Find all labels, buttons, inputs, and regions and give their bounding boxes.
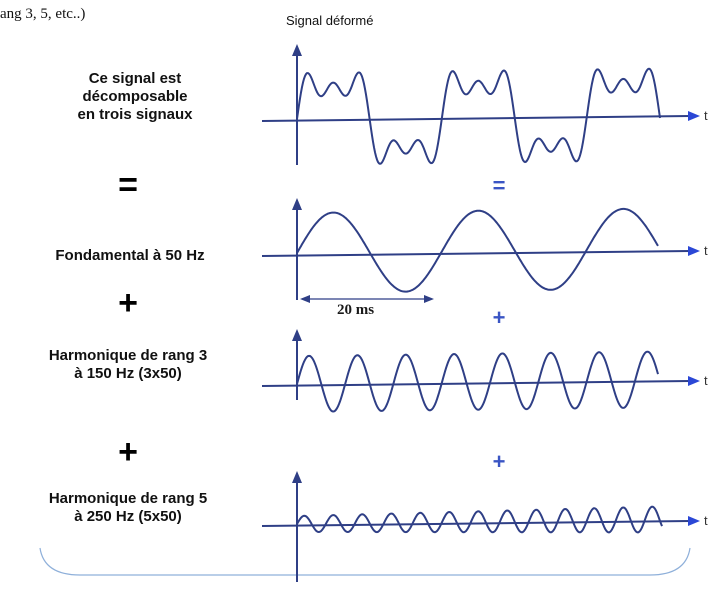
x-axis: [261, 115, 691, 122]
period-label: 20 ms: [337, 302, 375, 318]
x-axis-arrow: [688, 246, 700, 256]
harmonic-3-plot: t: [261, 329, 708, 413]
plus-sign: +: [118, 284, 138, 322]
axis-t-label: t: [704, 108, 708, 123]
description-line: en trois signaux: [77, 106, 193, 123]
intro-text-fragment: ang 3, 5, etc..): [0, 6, 86, 22]
axis-t-label: t: [704, 373, 708, 388]
decomposition-description: Ce signal est décomposable en trois sign…: [40, 70, 230, 124]
plus-sign-blue: +: [492, 449, 506, 474]
harmonic-5-wave: [296, 505, 663, 534]
fundamental-wave: [296, 207, 659, 293]
x-axis: [261, 520, 691, 527]
harmonic-5-line: Harmonique de rang 5: [48, 490, 208, 507]
axis-t-label: t: [704, 513, 708, 528]
harmonic-5-plot: t: [261, 471, 708, 582]
period-arrow-right: [424, 295, 434, 303]
y-axis-arrow: [292, 329, 302, 341]
harmonic-3-wave: [296, 350, 659, 413]
harmonic-3-label: Harmonique de rang 3 à 150 Hz (3x50): [8, 347, 248, 383]
harmonic-3-line: Harmonique de rang 3: [48, 347, 208, 364]
plus-sign-blue: +: [492, 305, 506, 330]
period-arrow-left: [300, 295, 310, 303]
x-axis: [261, 380, 691, 387]
equals-sign: =: [118, 166, 138, 204]
axis-t-label: t: [704, 243, 708, 258]
description-line: décomposable: [82, 88, 188, 105]
x-axis-arrow: [688, 111, 700, 121]
decorative-frame: [39, 547, 691, 576]
plus-sign: +: [118, 433, 138, 471]
equals-sign-blue: =: [492, 173, 506, 198]
x-axis-arrow: [688, 376, 700, 386]
fundamental-label: Fondamental à 50 Hz: [55, 247, 205, 264]
x-axis: [261, 250, 691, 257]
distorted-wave: [296, 67, 661, 165]
harmonic-5-label: Harmonique de rang 5 à 250 Hz (5x50): [8, 490, 248, 526]
x-axis-arrow: [688, 516, 700, 526]
y-axis-arrow: [292, 44, 302, 56]
description-line: Ce signal est: [88, 70, 182, 87]
distorted-signal-title: Signal déformé: [286, 13, 374, 28]
y-axis-arrow: [292, 198, 302, 210]
harmonic-5-line: à 250 Hz (5x50): [74, 508, 182, 525]
harmonic-3-line: à 150 Hz (3x50): [74, 365, 182, 382]
distorted-signal-plot: t: [261, 44, 708, 165]
fundamental-plot: t: [261, 198, 708, 303]
y-axis-arrow: [292, 471, 302, 483]
